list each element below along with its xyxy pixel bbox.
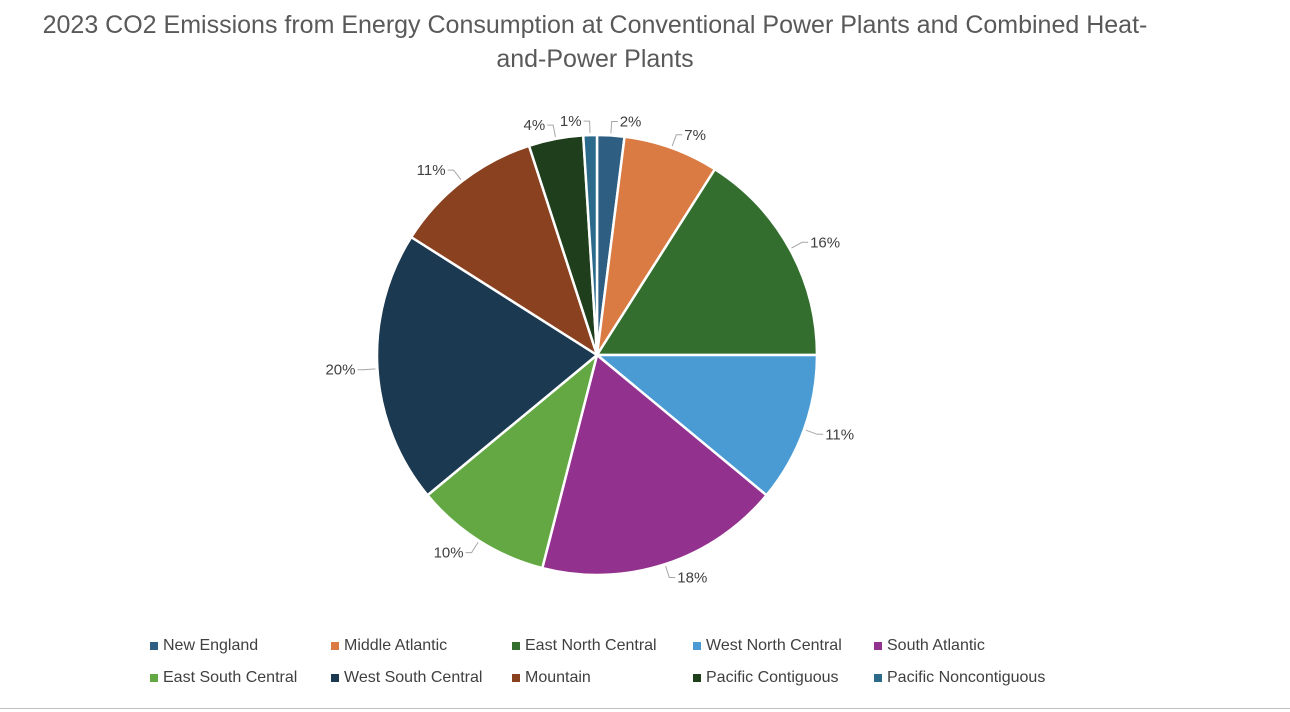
data-label-east-south-central: 10%	[434, 545, 464, 562]
data-label-pacific-noncontiguous: 1%	[560, 113, 582, 130]
legend: New England Middle Atlantic East North Cen…	[150, 637, 1150, 687]
leader-lines	[357, 120, 824, 578]
legend-swatch	[512, 674, 520, 682]
data-label-south-atlantic: 18%	[677, 570, 707, 587]
legend-item-pacific-contiguous: Pacific Contiguous	[693, 669, 874, 687]
legend-swatch	[693, 674, 701, 682]
legend-label: West South Central	[344, 669, 483, 686]
legend-label: New England	[163, 637, 259, 654]
data-label-middle-atlantic: 7%	[684, 127, 706, 144]
legend-item-east-south-central: East South Central	[150, 669, 331, 687]
data-label-east-north-central: 16%	[810, 234, 840, 251]
pie-slice-mountain	[410, 144, 599, 357]
pie-slices	[375, 133, 819, 577]
data-label-pacific-contiguous: 4%	[524, 117, 546, 134]
legend-item-west-south-central: West South Central	[331, 669, 512, 687]
legend-item-east-north-central: East North Central	[512, 637, 693, 655]
data-label-mountain: 11%	[417, 162, 446, 179]
legend-swatch	[150, 642, 158, 650]
legend-label: East South Central	[163, 669, 298, 686]
data-label-west-north-central: 11%	[825, 426, 854, 443]
legend-label: Middle Atlantic	[344, 637, 448, 654]
data-label-new-england: 2%	[620, 114, 642, 131]
leader-line	[805, 429, 824, 435]
legend-label: West North Central	[706, 637, 842, 654]
legend-label: Mountain	[525, 669, 591, 686]
pie-slice-pacific-noncontiguous	[581, 133, 599, 357]
legend-swatch	[874, 674, 882, 682]
data-labels: 2% 7% 16% 11% 18% 10% 20% 11% 4% 1%	[325, 113, 854, 586]
leader-line	[791, 241, 809, 249]
leader-line	[583, 120, 591, 134]
leader-line	[357, 368, 376, 371]
pie-slice-south-atlantic	[541, 353, 768, 577]
leader-line	[465, 542, 479, 554]
legend-swatch	[874, 642, 882, 650]
legend-swatch	[150, 674, 158, 682]
data-label-west-south-central: 20%	[325, 362, 355, 379]
legend-swatch	[331, 674, 339, 682]
legend-swatch	[331, 642, 339, 650]
legend-item-pacific-noncontiguous: Pacific Noncontiguous	[874, 669, 1055, 687]
leader-line	[671, 134, 683, 147]
legend-label: Pacific Noncontiguous	[887, 669, 1046, 686]
pie-slice-west-north-central	[595, 353, 819, 497]
leader-line	[610, 121, 618, 134]
legend-item-west-north-central: West North Central	[693, 637, 874, 655]
legend-item-new-england: New England	[150, 637, 331, 655]
legend-swatch	[512, 642, 520, 650]
chart-title: 2023 CO2 Emissions from Energy Consumpti…	[42, 11, 1148, 73]
legend-item-south-atlantic: South Atlantic	[874, 637, 1055, 655]
legend-item-mountain: Mountain	[512, 669, 693, 687]
leader-line	[547, 124, 556, 137]
legend-label: East North Central	[525, 637, 657, 654]
legend-swatch	[693, 642, 701, 650]
legend-label: South Atlantic	[887, 637, 985, 654]
pie-slice-east-north-central	[595, 168, 819, 357]
pie-slice-east-south-central	[426, 353, 599, 570]
legend-item-middle-atlantic: Middle Atlantic	[331, 637, 512, 655]
legend-label: Pacific Contiguous	[706, 669, 839, 686]
pie-slice-west-south-central	[375, 235, 599, 497]
divider	[0, 708, 1290, 709]
leader-line	[665, 565, 676, 578]
leader-line	[447, 169, 462, 180]
